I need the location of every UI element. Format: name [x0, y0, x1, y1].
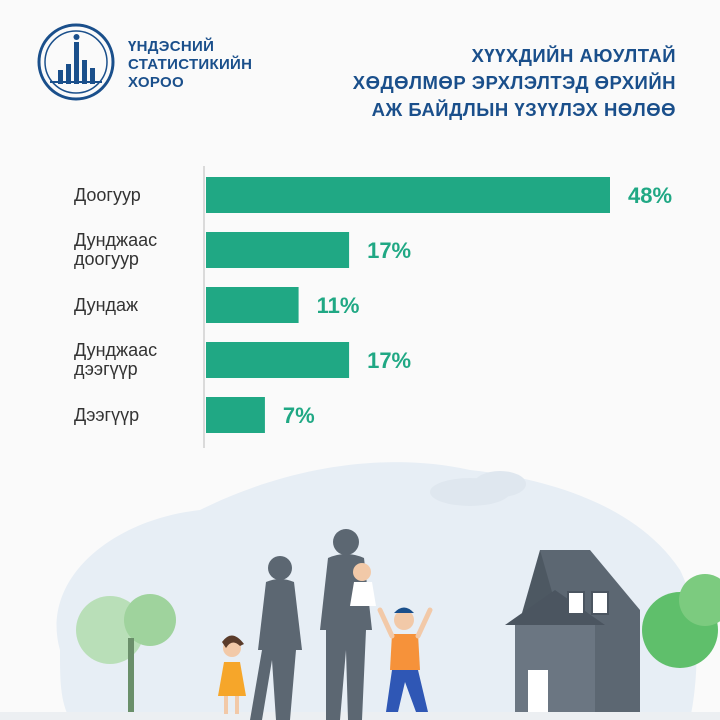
chart-title-line: ХӨДӨЛМӨР ЭРХЛЭЛТЭД ӨРХИЙН [352, 72, 676, 93]
category-label: Дундаж [74, 295, 138, 315]
header: ҮНДЭСНИЙ СТАТИСТИКИЙН ХОРОО ХҮҮХДИЙН АЮУ… [0, 0, 720, 140]
value-label: 7% [283, 403, 315, 428]
value-label: 48% [628, 183, 672, 208]
value-label: 17% [367, 238, 411, 263]
category-label: Доогуур [74, 185, 141, 205]
bar [206, 397, 265, 433]
org-name-line: ХОРОО [128, 74, 184, 91]
category-label: Дээгүүр [74, 405, 139, 425]
family-illustration-icon [0, 462, 720, 720]
org-name-line: ҮНДЭСНИЙ [128, 38, 215, 55]
cloud-icon [430, 471, 526, 506]
chart-title-line: АЖ БАЙДЛЫН ҮЗҮҮЛЭХ НӨЛӨӨ [371, 99, 676, 120]
org-name-line: СТАТИСТИКИЙН [128, 56, 253, 73]
value-label: 17% [367, 348, 411, 373]
bar [206, 177, 610, 213]
category-label: Дунджаас доогуур [74, 230, 157, 269]
bar [206, 342, 350, 378]
chart-title: ХҮҮХДИЙН АЮУЛТАЙ ХӨДӨЛМӨР ЭРХЛЭЛТЭД ӨРХИ… [353, 42, 676, 123]
bar-chart: 48% Доогуур 17% Дунджаас доогуур 11% Дундаж 17%… [74, 166, 672, 448]
category-label: Дунджаас дээгүүр [74, 340, 157, 379]
bar [206, 287, 299, 323]
tree-icon [76, 594, 176, 720]
org-name: ҮНДЭСНИЙ СТАТИСТИКИЙН ХОРОО [128, 38, 252, 92]
chart-title-line: ХҮҮХДИЙН АЮУЛТАЙ [471, 45, 676, 66]
value-label: 11% [317, 293, 360, 318]
bar [206, 232, 350, 268]
house-icon [505, 550, 640, 720]
statistics-emblem-icon [37, 23, 115, 101]
